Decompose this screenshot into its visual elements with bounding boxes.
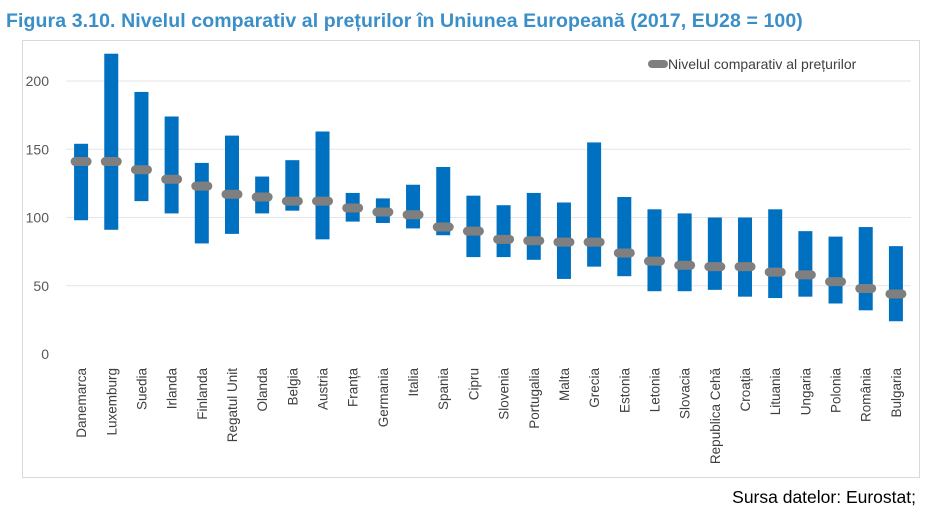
range-bar xyxy=(74,143,89,221)
range-bar xyxy=(164,116,179,214)
level-markers xyxy=(70,157,907,299)
x-axis: Danemarca Luxemburg Suedia Irlanda Finlanda R… xyxy=(74,368,904,465)
range-bar xyxy=(406,184,421,229)
y-tick-label: 0 xyxy=(41,346,49,362)
x-tick-label: România xyxy=(859,368,874,423)
y-tick-label: 200 xyxy=(26,73,50,89)
x-tick-label: Letonia xyxy=(647,368,662,413)
page-title: Figura 3.10. Nivelul comparativ al prețu… xyxy=(6,10,803,32)
x-tick-label: Portugalia xyxy=(527,368,542,429)
range-bar xyxy=(466,195,481,258)
x-tick-label: Spania xyxy=(436,368,451,411)
x-tick-label: Austria xyxy=(316,368,331,411)
range-bar xyxy=(647,209,662,292)
x-tick-label: Ungaria xyxy=(798,368,813,416)
x-tick-label: Slovacia xyxy=(678,368,693,420)
x-tick-label: Irlanda xyxy=(165,368,180,410)
y-tick-label: 100 xyxy=(26,210,50,226)
x-tick-label: Franța xyxy=(346,368,361,408)
y-tick-label: 150 xyxy=(26,141,50,157)
x-tick-label: Malta xyxy=(557,368,572,402)
range-bar xyxy=(617,197,632,277)
range-bar xyxy=(496,205,511,258)
range-bar xyxy=(587,142,602,267)
range-bar xyxy=(526,192,541,260)
x-tick-label: Belgia xyxy=(285,368,300,406)
source-note: Sursa datelor: Eurostat; xyxy=(732,487,916,507)
x-tick-label: Estonia xyxy=(617,368,632,414)
x-tick-label: Bulgaria xyxy=(889,368,904,418)
range-bar xyxy=(738,217,753,297)
range-bar xyxy=(858,227,873,311)
x-tick-label: Polonia xyxy=(829,368,844,414)
x-tick-label: Cipru xyxy=(466,368,481,400)
x-tick-label: Lituania xyxy=(768,368,783,416)
range-bar xyxy=(677,213,692,292)
x-tick-label: Luxemburg xyxy=(104,368,119,436)
range-bar xyxy=(436,166,451,236)
x-tick-label: Germania xyxy=(376,368,391,428)
range-bar xyxy=(104,53,119,230)
x-tick-label: Danemarca xyxy=(74,368,89,438)
legend: Nivelul comparativ al prețurilor xyxy=(648,56,857,72)
range-bar xyxy=(768,209,783,299)
x-tick-label: Grecia xyxy=(587,368,602,408)
range-bar xyxy=(315,131,330,240)
chart-frame xyxy=(22,40,920,478)
x-tick-label: Croația xyxy=(738,368,753,412)
x-tick-label: Regatul Unit xyxy=(225,368,240,443)
range-bar xyxy=(828,236,843,304)
x-tick-label: Olanda xyxy=(255,368,270,412)
range-bar xyxy=(224,135,239,234)
range-bar xyxy=(134,91,149,202)
range-bar xyxy=(798,231,813,297)
legend-label: Nivelul comparativ al prețurilor xyxy=(668,56,857,72)
range-bar xyxy=(194,162,209,244)
y-axis: 0 50 100 150 200 xyxy=(26,73,50,362)
x-tick-label: Finlanda xyxy=(195,368,210,420)
x-tick-label: Italia xyxy=(406,368,421,397)
x-tick-label: Slovenia xyxy=(497,368,512,420)
x-tick-label: Suedia xyxy=(134,368,149,411)
y-tick-label: 50 xyxy=(33,278,49,294)
x-tick-label: Republica Cehă xyxy=(708,368,723,465)
range-bar xyxy=(707,217,722,290)
range-bar xyxy=(888,246,903,322)
